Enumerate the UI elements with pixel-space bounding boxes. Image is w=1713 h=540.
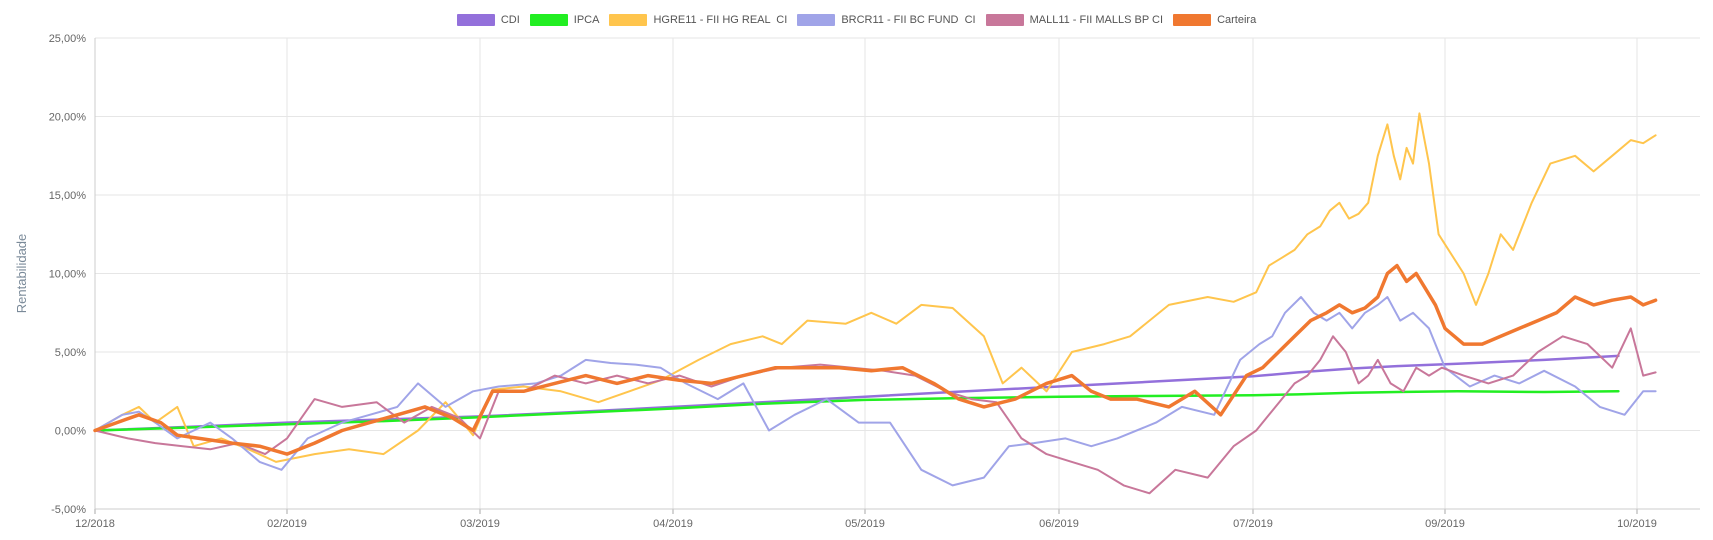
x-tick-label: 07/2019 bbox=[1233, 518, 1273, 530]
x-tick-label: 06/2019 bbox=[1039, 518, 1079, 530]
y-tick-label: 10,00% bbox=[49, 269, 87, 281]
y-tick-label: 25,00% bbox=[49, 33, 87, 45]
y-tick-label: -5,00% bbox=[51, 504, 86, 516]
x-tick-label: 03/2019 bbox=[460, 518, 500, 530]
series-line-mall11-fii-malls-bp-ci bbox=[95, 328, 1656, 493]
y-axis-title: Rentabilidade bbox=[14, 234, 29, 314]
y-tick-label: 15,00% bbox=[49, 190, 87, 202]
y-tick-label: 20,00% bbox=[49, 112, 87, 124]
x-tick-label: 02/2019 bbox=[267, 518, 307, 530]
series-line-hgre11-fii-hg-real-ci bbox=[95, 113, 1656, 462]
x-tick-label: 10/2019 bbox=[1617, 518, 1657, 530]
x-tick-label: 09/2019 bbox=[1425, 518, 1465, 530]
x-tick-label: 12/2018 bbox=[75, 518, 115, 530]
x-tick-label: 04/2019 bbox=[653, 518, 693, 530]
series-line-carteira bbox=[95, 266, 1656, 455]
y-tick-label: 0,00% bbox=[55, 426, 86, 438]
x-tick-label: 05/2019 bbox=[845, 518, 885, 530]
y-tick-label: 5,00% bbox=[55, 347, 86, 359]
